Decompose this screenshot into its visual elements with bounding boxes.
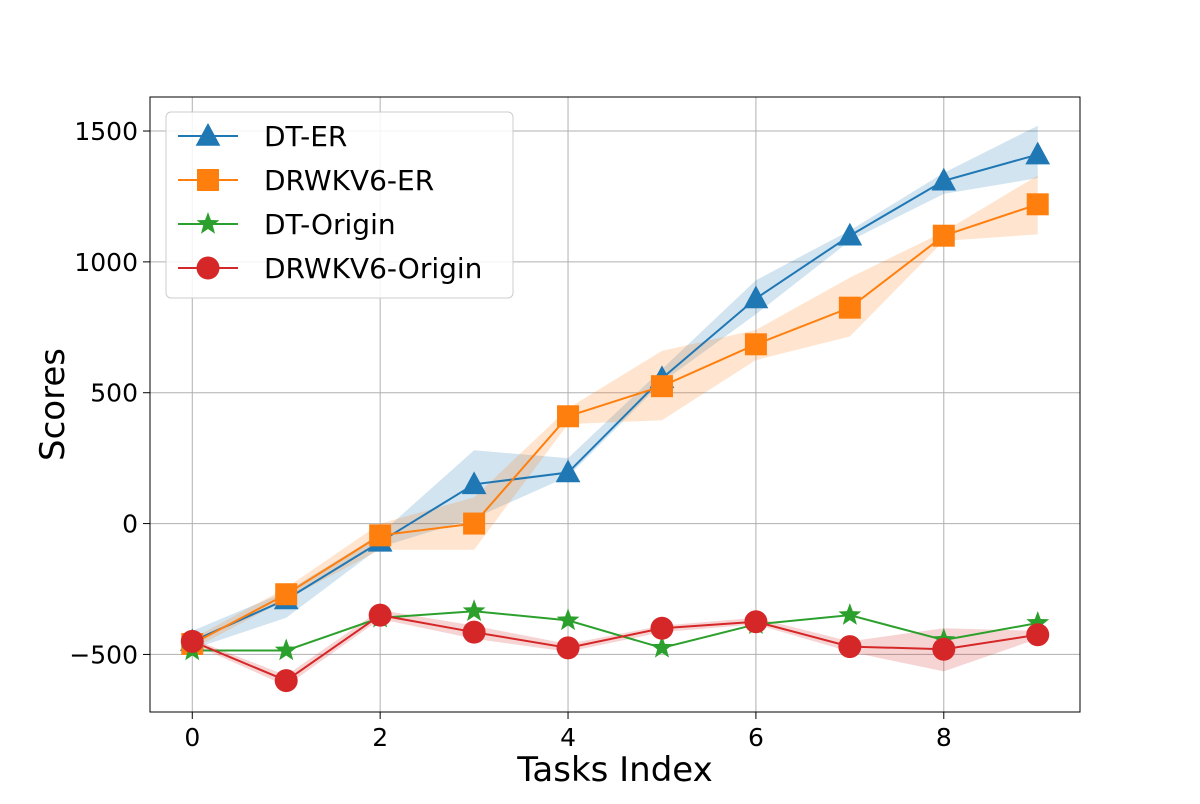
x-tick-label: 0 (184, 723, 200, 752)
point-dt-origin (650, 635, 674, 658)
legend: DT-ER DRWKV6-ER DT-Origin DRWKV6-Origin (165, 111, 514, 299)
point-dt-er (1025, 141, 1051, 165)
point-drwkv6-origin (180, 629, 204, 653)
point-drwkv6-origin (274, 669, 298, 693)
y-tick-label: −500 (69, 640, 138, 669)
x-tick-label: 6 (748, 723, 764, 752)
point-drwkv6-er (838, 296, 861, 319)
legend-marker (196, 256, 220, 280)
band-drwkv6-er (192, 175, 1038, 650)
x-axis-label: Tasks Index (516, 750, 713, 790)
x-tick-label: 2 (372, 723, 388, 752)
y-tick-label: 1000 (74, 248, 138, 277)
point-dt-er (931, 167, 957, 191)
point-drwkv6-origin (1026, 623, 1050, 647)
point-drwkv6-origin (556, 636, 580, 660)
line-drwkv6-origin (191, 614, 1038, 682)
point-drwkv6-er (369, 524, 392, 547)
point-dt-origin (838, 603, 862, 625)
series-markers (179, 141, 1051, 693)
point-drwkv6-er (650, 375, 673, 398)
point-dt-origin (462, 599, 486, 621)
point-dt-origin (556, 608, 580, 631)
y-tick-label: 500 (90, 379, 138, 408)
point-drwkv6-origin (368, 603, 392, 627)
axis-ticks: 0 2 4 6 8 −500 0 500 1000 1500 (69, 117, 951, 752)
line-dt-origin (192, 610, 1038, 652)
point-dt-er (743, 285, 769, 309)
line-drwkv6-er (191, 203, 1039, 645)
point-drwkv6-origin (744, 610, 768, 634)
point-drwkv6-er (1026, 193, 1049, 216)
point-drwkv6-origin (932, 637, 956, 661)
legend-label: DRWKV6-Origin (264, 252, 482, 285)
x-tick-label: 8 (936, 723, 952, 752)
legend-marker (197, 169, 219, 191)
y-axis-label: Scores (33, 348, 73, 461)
point-dt-er (461, 471, 487, 495)
legend-label: DRWKV6-ER (264, 164, 434, 197)
point-dt-er (837, 222, 863, 246)
point-drwkv6-er (275, 583, 298, 606)
plot-frame (149, 96, 1081, 713)
point-drwkv6-er (557, 405, 580, 428)
legend-label: DT-ER (264, 120, 347, 153)
point-drwkv6-origin (838, 635, 862, 659)
series-lines (191, 153, 1039, 682)
point-drwkv6-origin (462, 620, 486, 644)
point-drwkv6-origin (650, 616, 674, 640)
legend-marker (196, 212, 220, 234)
point-drwkv6-er (463, 512, 486, 535)
point-dt-er (555, 459, 581, 483)
y-tick-label: 0 (122, 510, 138, 539)
line-dt-er (191, 153, 1038, 643)
point-dt-origin (1026, 611, 1050, 633)
point-dt-origin (274, 638, 298, 661)
point-drwkv6-er (744, 333, 767, 356)
legend-box (165, 111, 514, 299)
x-tick-label: 4 (560, 723, 576, 752)
band-dt-er (192, 125, 1038, 650)
legend-label: DT-Origin (264, 208, 396, 241)
legend-marker (195, 123, 221, 146)
point-drwkv6-er (932, 224, 955, 247)
y-tick-label: 1500 (74, 117, 138, 146)
